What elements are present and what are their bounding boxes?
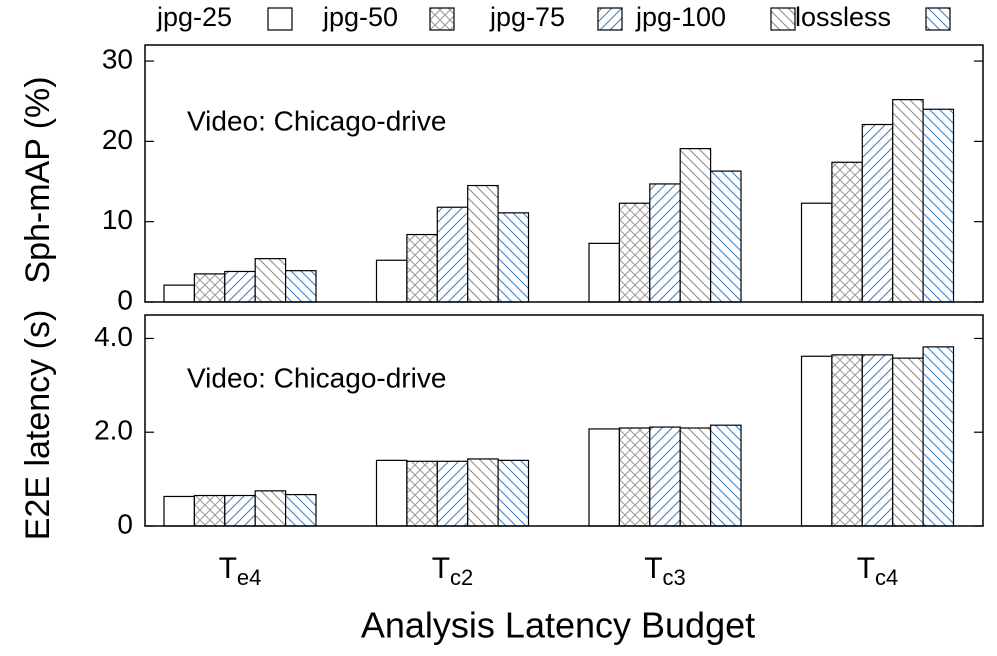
bar-hatch — [649, 426, 681, 527]
bar-hatch — [679, 148, 712, 303]
bar-hatch — [497, 212, 530, 303]
bar-hatch — [254, 258, 287, 303]
bar-hatch — [922, 346, 955, 527]
bar-hatch — [375, 459, 408, 527]
bar-hatch — [163, 495, 195, 527]
bar-hatch — [861, 123, 894, 303]
y-tick-label: 30 — [102, 43, 133, 74]
bar-hatch — [831, 161, 863, 303]
bar-hatch — [467, 458, 499, 527]
y-tick-label: 20 — [102, 124, 133, 155]
bar-hatch — [588, 242, 620, 303]
y-axis-label: Sph-mAP (%) — [19, 76, 57, 283]
bar-hatch — [709, 170, 742, 303]
bar-hatch — [497, 459, 530, 527]
bar-hatch — [618, 427, 651, 527]
bar-hatch — [892, 357, 924, 527]
bar-hatch — [679, 427, 712, 527]
y-tick-label: 4.0 — [94, 321, 133, 352]
legend-swatch — [429, 7, 455, 31]
y-tick-label: 2.0 — [94, 415, 133, 446]
legend-swatch — [925, 7, 951, 31]
bar-hatch — [406, 460, 438, 527]
y-tick-label: 10 — [102, 204, 133, 235]
bar-hatch — [892, 99, 924, 303]
bar-hatch — [436, 460, 469, 527]
bar-hatch — [831, 354, 863, 527]
plot-frame — [144, 44, 984, 303]
bar-hatch — [467, 184, 499, 303]
legend-label: jpg-100 — [635, 2, 726, 32]
legend-label: lossless — [795, 2, 891, 32]
bar-hatch — [193, 273, 226, 303]
bar-hatch — [224, 270, 256, 303]
y-tick-label: 0 — [117, 284, 133, 315]
bar-hatch — [800, 355, 833, 527]
bar-hatch — [163, 284, 195, 303]
bar-hatch — [436, 206, 469, 303]
bar-hatch — [285, 270, 317, 303]
bar-hatch — [922, 108, 955, 303]
y-tick-label: 0 — [117, 508, 133, 539]
bar-hatch — [193, 494, 226, 527]
legend-swatch — [267, 7, 293, 31]
annotation: Video: Chicago-drive — [187, 362, 446, 393]
bar-hatch — [406, 233, 438, 303]
annotation: Video: Chicago-drive — [187, 105, 446, 136]
legend-swatch — [597, 7, 623, 31]
bar-hatch — [618, 202, 651, 303]
bar-hatch — [861, 354, 894, 527]
x-tick-label: Tc2 — [432, 552, 474, 590]
legend-label: jpg-50 — [322, 2, 398, 32]
bar-hatch — [588, 428, 620, 527]
bar-hatch — [375, 259, 408, 303]
bar-hatch — [224, 494, 256, 527]
x-tick-label: Tc4 — [857, 552, 899, 590]
x-tick-label: Te4 — [219, 552, 262, 590]
x-axis-label: Analysis Latency Budget — [361, 605, 755, 646]
bar-hatch — [649, 183, 681, 303]
plot-frame — [144, 314, 984, 527]
legend-swatch — [770, 7, 796, 31]
bar-hatch — [800, 202, 833, 303]
bar-hatch — [254, 490, 287, 527]
y-axis-label: E2E latency (s) — [19, 310, 57, 541]
bar-hatch — [709, 424, 742, 527]
x-tick-label: Tc3 — [644, 552, 686, 590]
legend-label: jpg-75 — [489, 2, 565, 32]
legend-label: jpg-25 — [156, 2, 232, 32]
bar-hatch — [285, 493, 317, 527]
